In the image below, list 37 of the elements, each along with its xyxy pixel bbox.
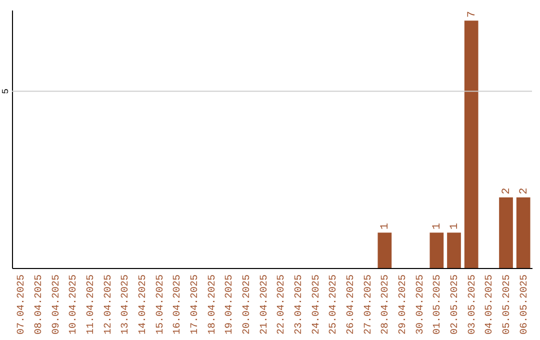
x-tick-label: 06.05.2025 <box>519 274 530 335</box>
x-tick-label: 09.04.2025 <box>51 274 62 335</box>
x-tick-label: 01.05.2025 <box>432 274 444 335</box>
x-tick-label: 18.04.2025 <box>207 274 218 335</box>
x-tick-label: 13.04.2025 <box>120 274 132 335</box>
x-tick-label: 11.04.2025 <box>86 274 97 335</box>
x-tick-label: 07.04.2025 <box>16 274 28 335</box>
data-label: 7 <box>466 10 478 18</box>
x-tick-label: 22.04.2025 <box>276 274 288 335</box>
data-label: 1 <box>380 222 392 230</box>
x-tick-label: 12.04.2025 <box>103 274 114 335</box>
data-label: 1 <box>449 222 461 230</box>
x-tick-label: 10.04.2025 <box>68 274 80 335</box>
x-tick-label: 08.04.2025 <box>34 274 45 335</box>
data-label: 2 <box>501 188 513 194</box>
x-tick-label: 23.04.2025 <box>294 274 305 335</box>
x-tick-label: 29.04.2025 <box>398 274 409 335</box>
x-tick-label: 20.04.2025 <box>242 274 253 335</box>
x-tick-label: 19.04.2025 <box>224 274 236 335</box>
x-tick-label: 04.05.2025 <box>484 274 496 335</box>
x-tick-label: 02.05.2025 <box>450 274 461 335</box>
x-tick-label: 14.04.2025 <box>138 274 149 335</box>
x-tick-label: 05.05.2025 <box>502 274 513 335</box>
x-tick-label: 15.04.2025 <box>155 274 166 335</box>
x-tick-label: 27.04.2025 <box>363 274 374 335</box>
x-tick-label: 16.04.2025 <box>172 274 184 335</box>
x-tick-label: 30.04.2025 <box>415 274 426 335</box>
x-tick-label: 21.04.2025 <box>259 274 270 335</box>
ref-line-label: 5 <box>1 88 11 94</box>
x-tick-label: 28.04.2025 <box>380 274 392 335</box>
data-label: 2 <box>518 188 530 194</box>
x-tick-label: 17.04.2025 <box>190 274 201 335</box>
x-tick-label: 25.04.2025 <box>328 274 340 335</box>
data-label: 1 <box>432 222 444 230</box>
x-tick-label: 03.05.2025 <box>467 274 478 335</box>
x-tick-label: 26.04.2025 <box>346 274 357 335</box>
x-tick-label: 24.04.2025 <box>311 274 322 335</box>
